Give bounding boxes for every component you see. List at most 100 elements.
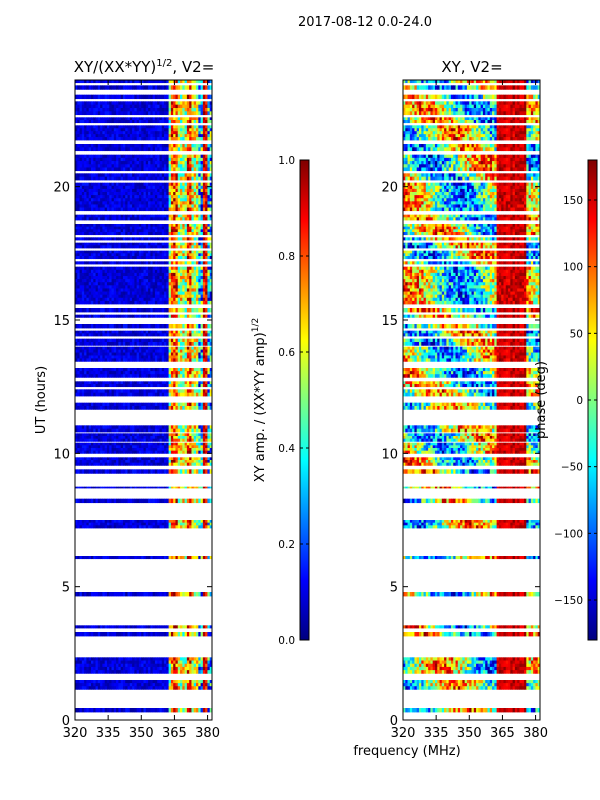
heatmap-cell [75, 660, 78, 665]
heatmap-cell [145, 324, 149, 329]
heatmap-cell [84, 237, 87, 241]
heatmap-cell [141, 242, 144, 246]
heatmap-cell [134, 188, 138, 193]
heatmap-cell [125, 250, 128, 254]
heatmap-cell [198, 288, 201, 292]
heatmap-cell [84, 242, 87, 246]
heatmap-cell [159, 680, 163, 684]
heatmap-cell [141, 324, 144, 329]
heatmap-cell [134, 282, 138, 286]
heatmap-cell [148, 291, 151, 296]
heatmap-cell [157, 522, 160, 526]
heatmap-cell [168, 666, 172, 671]
heatmap-cell [141, 632, 144, 637]
heatmap-cell [102, 469, 106, 474]
heatmap-cell [177, 192, 181, 196]
heatmap-cell [157, 462, 160, 466]
heatmap-cell [109, 708, 112, 713]
heatmap-cell [88, 297, 92, 302]
heatmap-cell [154, 486, 158, 489]
heatmap-cell [193, 442, 197, 446]
heatmap-cell [106, 346, 110, 350]
heatmap-cell [202, 525, 206, 529]
heatmap-cell [164, 314, 167, 318]
heatmap-cell [177, 214, 181, 218]
heatmap-cell [180, 253, 183, 257]
heatmap-cell [168, 342, 172, 346]
heatmap-cell [97, 224, 101, 228]
heatmap-cell [202, 381, 206, 385]
heatmap-cell [132, 195, 135, 199]
heatmap-cell [77, 402, 80, 407]
heatmap-cell [138, 402, 142, 407]
heatmap-cell [202, 392, 206, 397]
heatmap-cell [90, 625, 94, 629]
heatmap-cell [104, 368, 108, 372]
heatmap-cell [116, 683, 119, 687]
heatmap-cell [122, 237, 126, 241]
heatmap-cell [88, 406, 92, 410]
heatmap-cell [111, 272, 115, 277]
heatmap-cell [154, 342, 158, 346]
heatmap-cell [175, 428, 179, 433]
heatmap-cell [184, 632, 188, 637]
heatmap-cell [157, 285, 160, 289]
heatmap-cell [95, 368, 99, 372]
heatmap-cell [90, 520, 94, 524]
heatmap-cell [104, 261, 108, 265]
heatmap-cell [164, 300, 167, 305]
heatmap-cell [150, 368, 154, 372]
heatmap-cell [200, 436, 204, 440]
heatmap-cell [122, 285, 126, 289]
heatmap-cell [132, 680, 135, 684]
heatmap-cell [182, 261, 185, 265]
heatmap-cell [193, 279, 197, 283]
heatmap-cell [81, 556, 85, 560]
heatmap-cell [177, 406, 181, 410]
heatmap-cell [102, 338, 106, 343]
heatmap-cell [125, 592, 128, 597]
heatmap-cell [129, 683, 133, 687]
heatmap-cell [138, 522, 142, 526]
heatmap-cell [173, 237, 176, 241]
heatmap-cell [189, 192, 192, 196]
heatmap-cell [164, 294, 167, 299]
heatmap-cell [148, 498, 151, 504]
heatmap-cell [93, 462, 96, 466]
heatmap-cell [81, 314, 85, 318]
heatmap-cell [118, 392, 122, 397]
heatmap-cell [127, 314, 131, 318]
heatmap-cell [95, 182, 99, 187]
heatmap-cell [111, 460, 115, 464]
heatmap-cell [154, 498, 158, 504]
heatmap-cell [93, 371, 96, 375]
heatmap-cell [198, 462, 201, 466]
heatmap-cell [170, 330, 174, 334]
heatmap-cell [104, 442, 108, 446]
heatmap-cell [177, 272, 181, 277]
heatmap-cell [79, 683, 83, 687]
heatmap-cell [189, 657, 192, 661]
heatmap-cell [88, 198, 92, 202]
heatmap-cell [189, 266, 192, 271]
heatmap-cell [90, 433, 94, 437]
heatmap-cell [184, 352, 188, 356]
heatmap-cell [136, 680, 140, 684]
heatmap-cell [109, 346, 112, 350]
heatmap-cell [145, 498, 149, 504]
heatmap-cell [205, 686, 208, 690]
heatmap-cell [143, 224, 147, 228]
heatmap-cell [166, 525, 170, 529]
heatmap-cell [182, 182, 185, 187]
heatmap-cell [152, 436, 156, 440]
heatmap-cell [109, 355, 112, 359]
heatmap-cell [154, 282, 158, 286]
heatmap-cell [90, 402, 94, 407]
heatmap-cell [182, 425, 185, 430]
heatmap-cell [102, 498, 106, 504]
heatmap-cell [157, 266, 160, 271]
heatmap-cell [184, 346, 188, 350]
heatmap-cell [196, 237, 199, 241]
heatmap-cell [182, 592, 185, 597]
heatmap-cell [193, 660, 197, 665]
